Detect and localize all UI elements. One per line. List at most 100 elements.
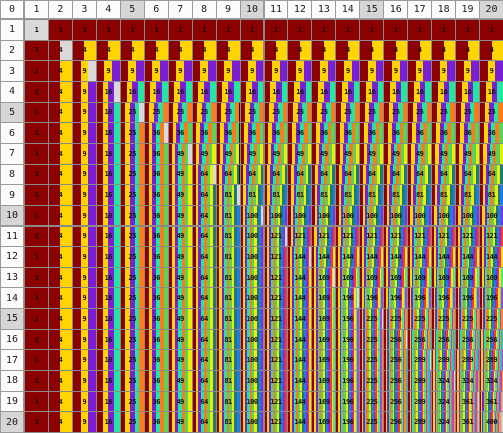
- color-stripe: [439, 329, 441, 350]
- color-stripe: [415, 185, 419, 205]
- color-stripe: [171, 371, 176, 391]
- color-stripe: [168, 40, 181, 61]
- color-stripe: [423, 185, 427, 205]
- color-stripe: [266, 247, 269, 267]
- color-stripe: [277, 143, 281, 164]
- color-stripe: [102, 81, 109, 102]
- color-stripe: [381, 226, 384, 247]
- color-stripe: [323, 40, 336, 61]
- color-stripe: [299, 247, 302, 267]
- color-stripe: [465, 247, 468, 267]
- color-stripe: [466, 391, 469, 412]
- color-stripe: [195, 205, 199, 226]
- color-stripe: [301, 185, 304, 205]
- color-stripe: [367, 309, 370, 329]
- color-stripe: [403, 267, 406, 288]
- color-stripe: [278, 205, 281, 226]
- color-stripe: [360, 371, 362, 391]
- grid-cell: 324: [455, 370, 481, 392]
- color-stripe: [328, 412, 330, 432]
- color-stripe: [438, 391, 440, 412]
- color-stripe: [442, 371, 444, 391]
- color-stripe: [451, 247, 454, 267]
- color-stripe: [231, 205, 235, 226]
- grid-cell: 256: [383, 390, 409, 413]
- grid-cell: 256: [431, 328, 457, 351]
- color-stripe: [412, 102, 418, 123]
- color-stripe: [312, 143, 316, 164]
- color-stripe: [199, 143, 203, 164]
- color-stripe: [188, 391, 192, 412]
- color-stripe: [349, 143, 353, 164]
- grid-cell: 1: [407, 19, 433, 41]
- color-stripe: [420, 267, 423, 288]
- color-stripe: [219, 226, 222, 247]
- color-stripe: [129, 185, 135, 205]
- color-stripe: [148, 123, 153, 143]
- grid-cell: 49: [359, 142, 385, 165]
- color-stripe: [240, 123, 245, 143]
- color-stripe: [392, 164, 396, 185]
- color-stripe: [384, 226, 387, 247]
- color-stripe: [439, 391, 441, 412]
- color-stripe: [417, 247, 420, 267]
- grid-cell: 64: [191, 204, 217, 227]
- color-stripe: [443, 40, 456, 61]
- color-stripe: [175, 205, 179, 226]
- color-stripe: [400, 309, 403, 329]
- color-stripe: [114, 102, 120, 123]
- color-stripe: [355, 143, 360, 164]
- color-stripe: [381, 267, 384, 288]
- color-stripe: [465, 412, 467, 432]
- color-stripe: [469, 143, 473, 164]
- grid-cell: 196: [335, 308, 361, 330]
- color-stripe: [442, 309, 445, 329]
- color-stripe: [294, 267, 297, 288]
- color-stripe: [416, 329, 419, 350]
- color-stripe: [60, 81, 72, 102]
- color-stripe: [261, 247, 264, 267]
- color-stripe: [274, 226, 277, 247]
- color-stripe: [411, 267, 414, 288]
- color-stripe: [417, 288, 420, 309]
- color-stripe: [355, 123, 360, 143]
- color-stripe: [283, 329, 286, 350]
- color-stripe: [279, 329, 282, 350]
- color-stripe: [341, 391, 343, 412]
- color-stripe: [344, 350, 347, 371]
- color-stripe: [290, 247, 293, 267]
- color-stripe: [461, 267, 464, 288]
- color-stripe: [434, 247, 436, 267]
- color-stripe: [497, 267, 500, 288]
- color-stripe: [416, 391, 418, 412]
- grid-cell: 121: [263, 225, 289, 248]
- color-stripe: [445, 309, 448, 329]
- grid-cell: 289: [407, 411, 433, 433]
- color-stripe: [174, 81, 181, 102]
- color-stripe: [264, 226, 267, 247]
- color-stripe: [475, 288, 478, 309]
- color-stripe: [391, 247, 394, 267]
- color-stripe: [249, 164, 252, 185]
- color-stripe: [261, 391, 264, 412]
- color-stripe: [148, 309, 153, 329]
- color-stripe: [224, 226, 227, 247]
- grid-cell: 144: [287, 308, 313, 330]
- color-stripe: [161, 81, 168, 102]
- color-stripe: [448, 391, 450, 412]
- color-stripe: [243, 164, 247, 185]
- color-stripe: [380, 329, 382, 350]
- grid-cell: 1: [24, 390, 49, 413]
- color-stripe: [364, 329, 367, 350]
- color-stripe: [450, 102, 456, 123]
- color-stripe: [234, 371, 237, 391]
- color-stripe: [399, 309, 401, 329]
- color-stripe: [459, 391, 461, 412]
- color-stripe: [254, 102, 259, 123]
- color-stripe: [461, 247, 464, 267]
- color-stripe: [198, 247, 202, 267]
- color-stripe: [464, 226, 467, 247]
- color-stripe: [216, 247, 220, 267]
- grid-cell: 49: [167, 390, 193, 413]
- color-stripe: [148, 164, 153, 185]
